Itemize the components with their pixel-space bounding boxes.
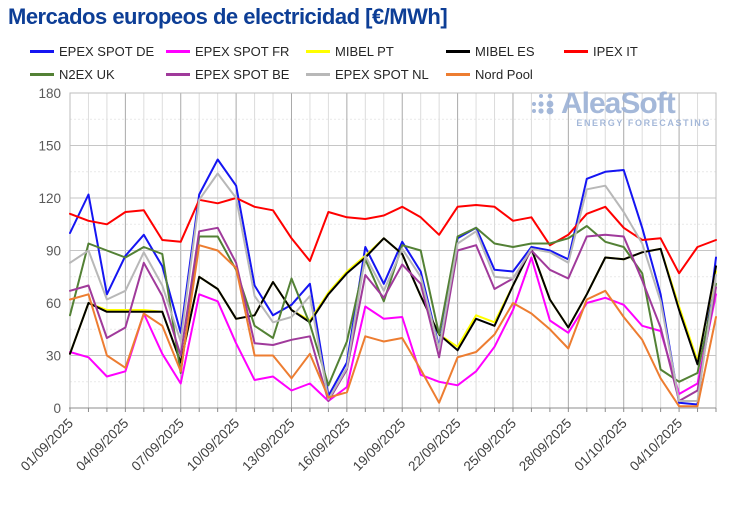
legend-label: IPEX IT	[593, 44, 638, 59]
svg-text:180: 180	[38, 86, 61, 101]
svg-text:120: 120	[38, 191, 61, 206]
svg-text:07/09/2025: 07/09/2025	[128, 416, 186, 474]
legend-swatch-epex-spot-fr-icon	[166, 50, 190, 53]
svg-text:04/10/2025: 04/10/2025	[627, 416, 685, 474]
svg-text:19/09/2025: 19/09/2025	[350, 416, 408, 474]
legend-swatch-mibel-pt-icon	[306, 50, 330, 53]
legend-label: EPEX SPOT NL	[335, 67, 429, 82]
chart-legend: EPEX SPOT DE EPEX SPOT FR MIBEL PT MIBEL…	[30, 40, 720, 86]
svg-text:01/10/2025: 01/10/2025	[571, 416, 629, 474]
legend-item-mibel-es: MIBEL ES	[446, 44, 564, 59]
svg-text:28/09/2025: 28/09/2025	[516, 416, 574, 474]
legend-item-epex-spot-fr: EPEX SPOT FR	[166, 44, 306, 59]
legend-label: MIBEL ES	[475, 44, 535, 59]
legend-label: EPEX SPOT BE	[195, 67, 290, 82]
legend-swatch-epex-spot-be-icon	[166, 73, 190, 76]
svg-text:30: 30	[46, 349, 61, 364]
svg-text:150: 150	[38, 139, 61, 154]
legend-item-epex-spot-de: EPEX SPOT DE	[30, 44, 166, 59]
legend-swatch-nord-pool-icon	[446, 73, 470, 76]
legend-label: MIBEL PT	[335, 44, 394, 59]
svg-text:13/09/2025: 13/09/2025	[239, 416, 297, 474]
legend-label: N2EX UK	[59, 67, 115, 82]
legend-item-ipex-it: IPEX IT	[564, 44, 720, 59]
legend-swatch-ipex-it-icon	[564, 50, 588, 53]
svg-text:0: 0	[53, 401, 61, 416]
legend-item-epex-spot-be: EPEX SPOT BE	[166, 67, 306, 82]
svg-text:25/09/2025: 25/09/2025	[461, 416, 519, 474]
chart-title: Mercados europeos de electricidad [€/MWh…	[8, 4, 448, 29]
legend-item-mibel-pt: MIBEL PT	[306, 44, 446, 59]
legend-label: Nord Pool	[475, 67, 533, 82]
svg-text:04/09/2025: 04/09/2025	[73, 416, 131, 474]
svg-text:16/09/2025: 16/09/2025	[295, 416, 353, 474]
svg-text:22/09/2025: 22/09/2025	[405, 416, 463, 474]
legend-swatch-n2ex-uk-icon	[30, 73, 54, 76]
legend-swatch-epex-spot-nl-icon	[306, 73, 330, 76]
svg-text:90: 90	[46, 244, 61, 259]
legend-label: EPEX SPOT FR	[195, 44, 290, 59]
legend-swatch-mibel-es-icon	[446, 50, 470, 53]
legend-swatch-epex-spot-de-icon	[30, 50, 54, 53]
svg-text:10/09/2025: 10/09/2025	[184, 416, 242, 474]
svg-text:60: 60	[46, 296, 61, 311]
legend-label: EPEX SPOT DE	[59, 44, 155, 59]
legend-item-n2ex-uk: N2EX UK	[30, 67, 166, 82]
legend-item-nord-pool: Nord Pool	[446, 67, 564, 82]
svg-text:01/09/2025: 01/09/2025	[18, 416, 76, 474]
legend-item-epex-spot-nl: EPEX SPOT NL	[306, 67, 446, 82]
